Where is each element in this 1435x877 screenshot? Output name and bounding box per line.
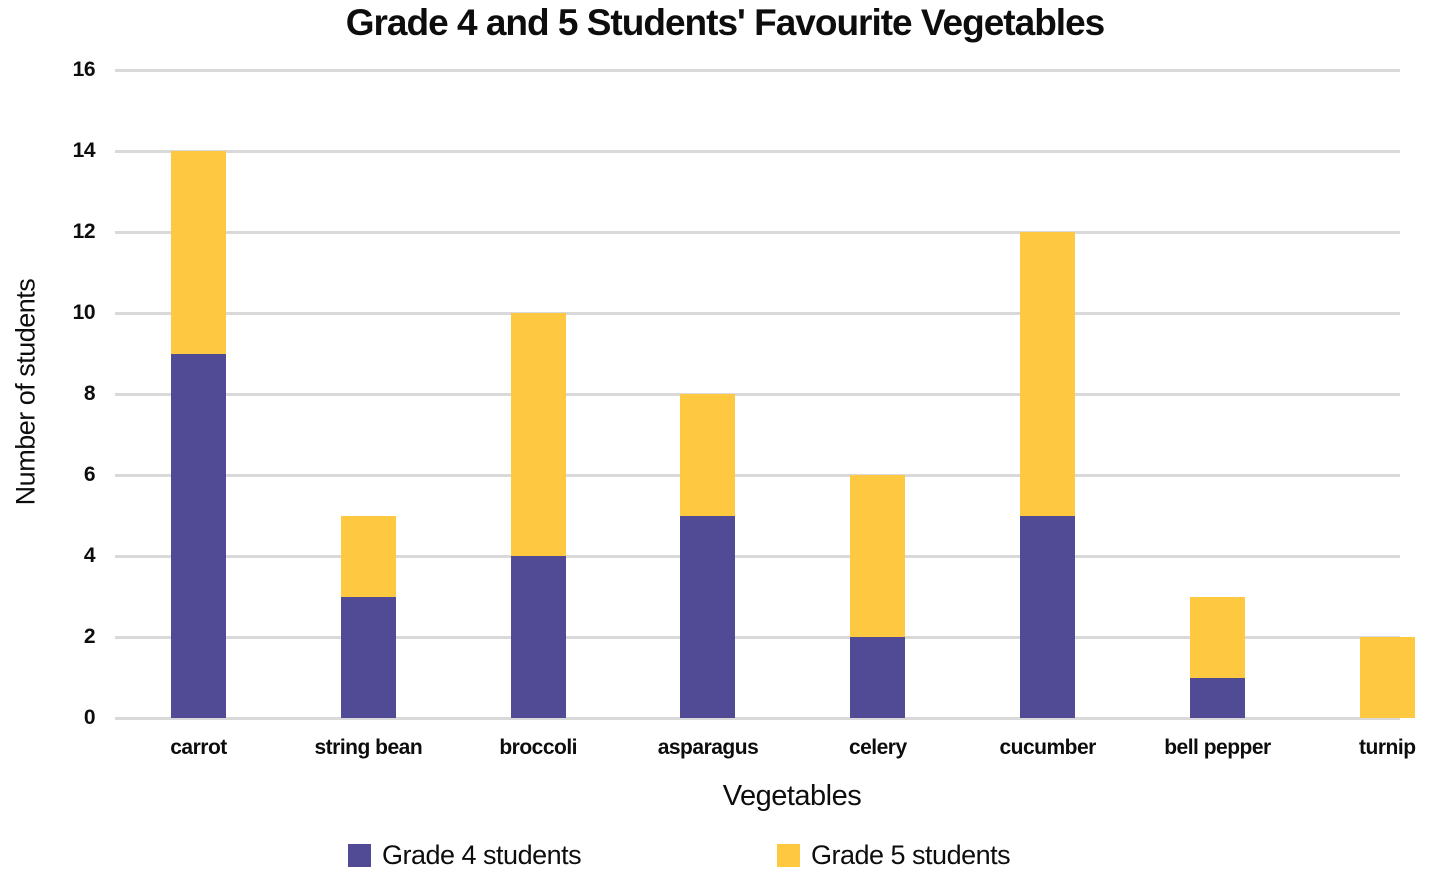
bar-string-bean xyxy=(340,515,396,718)
x-axis-title: Vegetables xyxy=(722,780,862,812)
legend-item-grade-5-students: Grade 5 students xyxy=(777,838,1011,872)
x-tick-label-asparagus: asparagus xyxy=(657,736,759,759)
chart-title: Grade 4 and 5 Students' Favourite Vegeta… xyxy=(345,2,1106,43)
y-tick-label-8: 8 xyxy=(83,382,96,405)
bar-carrot xyxy=(171,151,226,718)
bar-segment-bell-pepper-grade-5-students xyxy=(1189,596,1245,678)
gridline-y-14 xyxy=(115,149,1400,153)
x-tick-label-celery: celery xyxy=(848,736,907,759)
bar-segment-celery-grade-5-students xyxy=(850,475,906,637)
bar-segment-turnip-grade-5-students xyxy=(1359,637,1415,718)
gridline-y-16 xyxy=(115,68,1400,72)
gridline-y-2 xyxy=(115,635,1400,639)
bar-asparagus xyxy=(680,394,736,718)
y-tick-label-12: 12 xyxy=(72,220,96,243)
gridline-y-12 xyxy=(115,230,1400,234)
y-tick-label-4: 4 xyxy=(83,544,96,567)
bar-segment-celery-grade-4-students xyxy=(850,637,906,718)
bar-segment-string-bean-grade-4-students xyxy=(340,596,396,718)
bar-segment-cucumber-grade-4-students xyxy=(1020,515,1076,718)
gridline-y-0 xyxy=(115,716,1400,720)
bar-segment-cucumber-grade-5-students xyxy=(1020,232,1076,516)
gridline-y-6 xyxy=(115,473,1400,477)
legend-label: Grade 4 students xyxy=(382,839,582,870)
bar-segment-asparagus-grade-5-students xyxy=(680,394,736,516)
bar-bell-pepper xyxy=(1189,596,1245,718)
legend-item-grade-4-students: Grade 4 students xyxy=(348,838,582,872)
bar-segment-broccoli-grade-4-students xyxy=(510,556,566,718)
bar-turnip xyxy=(1359,637,1415,718)
y-tick-label-16: 16 xyxy=(72,58,96,81)
x-tick-label-turnip: turnip xyxy=(1359,736,1416,759)
bar-segment-carrot-grade-4-students xyxy=(171,353,226,718)
x-tick-label-cucumber: cucumber xyxy=(999,736,1096,759)
legend: Grade 4 students Grade 5 students xyxy=(0,838,1435,872)
y-tick-label-6: 6 xyxy=(83,463,96,486)
bar-segment-string-bean-grade-5-students xyxy=(340,515,396,597)
bar-cucumber xyxy=(1020,232,1076,718)
y-tick-label-2: 2 xyxy=(83,625,96,648)
bar-celery xyxy=(850,475,906,718)
legend-label: Grade 5 students xyxy=(811,839,1011,870)
y-tick-label-10: 10 xyxy=(72,301,96,324)
x-tick-label-bell-pepper: bell pepper xyxy=(1164,736,1271,759)
plot-area xyxy=(115,68,1415,720)
bar-broccoli xyxy=(510,313,566,718)
y-tick-label-0: 0 xyxy=(83,706,96,729)
y-tick-label-14: 14 xyxy=(72,139,96,162)
bar-segment-asparagus-grade-4-students xyxy=(680,515,736,718)
bar-segment-bell-pepper-grade-4-students xyxy=(1189,677,1245,718)
x-tick-label-carrot: carrot xyxy=(170,736,227,759)
gridline-y-8 xyxy=(115,392,1400,396)
bar-segment-broccoli-grade-5-students xyxy=(510,313,566,556)
legend-swatch-icon xyxy=(777,843,800,867)
legend-swatch-icon xyxy=(348,843,371,867)
gridline-y-10 xyxy=(115,311,1400,315)
gridline-y-4 xyxy=(115,554,1400,558)
x-tick-label-string-bean: string bean xyxy=(314,736,423,759)
bar-segment-carrot-grade-5-students xyxy=(171,151,226,354)
x-tick-label-broccoli: broccoli xyxy=(499,736,577,759)
